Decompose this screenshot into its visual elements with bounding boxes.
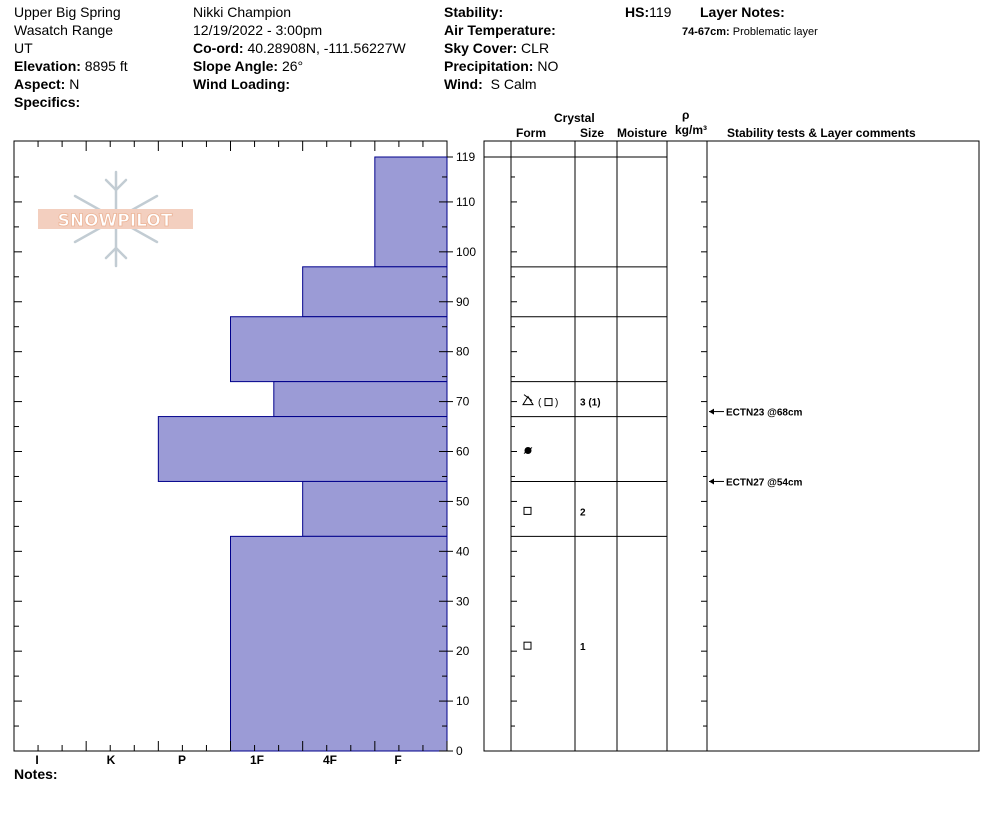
observer-name: Nikki Champion	[193, 4, 292, 20]
height-tick-label: 110	[456, 195, 475, 209]
mountain-range: Wasatch Range	[14, 22, 114, 38]
specifics-label: Specifics:	[14, 94, 81, 110]
stability-arrow-head	[709, 408, 714, 415]
height-tick-label: 100	[456, 245, 476, 259]
crystal-header: Crystal	[554, 111, 595, 125]
slope-value: 26°	[281, 58, 304, 74]
height-tick-label: 50	[456, 494, 470, 508]
facet-grain-icon	[523, 641, 532, 650]
elevation-label: Elevation:	[14, 58, 81, 74]
grain-size-label: 3 (1)	[580, 398, 601, 409]
hs-value: 119	[649, 4, 672, 20]
hardness-label: I	[35, 753, 38, 767]
height-tick-label: 119	[456, 150, 475, 164]
height-tick-label: 30	[456, 594, 470, 608]
facet-grain-icon	[544, 398, 553, 407]
hardness-bar	[374, 156, 448, 268]
hardness-label: K	[107, 753, 116, 767]
slope-angle: Slope Angle: 26°	[193, 58, 303, 74]
wind-value: S Calm	[490, 76, 537, 92]
notes-label: Notes:	[14, 766, 58, 782]
coordinates: Co-ord: 40.28908N, -111.56227W	[193, 40, 406, 56]
stability-arrow-head	[709, 478, 714, 485]
hardness-label: P	[178, 753, 186, 767]
hardness-label: 4F	[323, 753, 337, 767]
stability-label: Stability:	[444, 4, 504, 20]
moisture-header: Moisture	[617, 126, 668, 140]
height-tick-label: 10	[456, 694, 470, 708]
location-name: Upper Big Spring	[14, 4, 121, 20]
layer-note-range: 74-67cm:	[682, 26, 730, 38]
stability-test-label: ECTN23 @68cm	[726, 408, 803, 419]
sky-label: Sky Cover:	[444, 40, 518, 56]
sky-value: CLR	[521, 40, 550, 56]
layer-table-frame	[483, 140, 980, 752]
layer-note: 74-67cm: Problematic layer	[682, 24, 818, 40]
hardness-bar	[302, 266, 448, 318]
paren-open: (	[538, 398, 542, 409]
wind: Wind: S Calm	[444, 76, 537, 92]
paren-close: )	[555, 398, 558, 409]
sky-cover: Sky Cover: CLR	[444, 40, 549, 56]
aspect-label: Aspect:	[14, 76, 66, 92]
precipitation: Precipitation: NO	[444, 58, 558, 74]
hardness-label: F	[394, 753, 401, 767]
depth-hoar-grain-icon	[522, 395, 534, 406]
observation-datetime: 12/19/2022 - 3:00pm	[193, 22, 323, 38]
elevation: Elevation: 8895 ft	[14, 58, 128, 74]
layer-note-text: Problematic layer	[732, 26, 818, 38]
height-tick-label: 60	[456, 445, 470, 459]
hardness-label: 1F	[250, 753, 264, 767]
coord-value: 40.28908N, -111.56227W	[247, 40, 406, 56]
precip-value: NO	[537, 58, 559, 74]
hardness-bar	[230, 535, 448, 752]
stability-test-label: ECTN27 @54cm	[726, 477, 803, 488]
hs: HS:119	[625, 4, 671, 20]
rho-header: ρ	[682, 108, 690, 122]
depth-hoar-grain-icon	[523, 394, 533, 401]
form-header: Form	[516, 126, 546, 140]
aspect-value: N	[69, 76, 80, 92]
height-tick-label: 0	[456, 744, 463, 758]
aspect: Aspect: N	[14, 76, 79, 92]
size-header: Size	[580, 126, 605, 140]
snowpilot-logo: SNOWPILOT	[38, 170, 193, 268]
height-tick-label: 80	[456, 345, 470, 359]
slope-label: Slope Angle:	[193, 58, 279, 74]
hardness-bar	[302, 480, 448, 537]
wind-loading-label: Wind Loading:	[193, 76, 291, 92]
logo-band	[38, 209, 193, 229]
facet-grain-icon	[523, 506, 532, 515]
hs-label: HS:	[625, 4, 650, 20]
elevation-value: 8895 ft	[84, 58, 128, 74]
grain-size-label: 2	[580, 507, 586, 518]
height-tick-label: 40	[456, 544, 470, 558]
stability-comments-header: Stability tests & Layer comments	[727, 126, 916, 140]
hardness-bar	[157, 416, 448, 482]
precip-label: Precipitation:	[444, 58, 534, 74]
hardness-bar	[273, 381, 448, 418]
air-temp-label: Air Temperature:	[444, 22, 556, 38]
height-tick-label: 90	[456, 295, 470, 309]
coord-label: Co-ord:	[193, 40, 244, 56]
height-tick-label: 70	[456, 395, 470, 409]
wind-label: Wind:	[444, 76, 483, 92]
hardness-bar	[230, 316, 448, 383]
grain-size-label: 1	[580, 642, 586, 653]
logo-text: SNOWPILOT	[58, 211, 173, 231]
density-unit-header: kg/m³	[675, 123, 708, 137]
melt-freeze-grain-icon	[523, 447, 533, 454]
height-tick-label: 20	[456, 644, 470, 658]
layer-notes-label: Layer Notes:	[700, 4, 785, 20]
state: UT	[14, 40, 33, 56]
